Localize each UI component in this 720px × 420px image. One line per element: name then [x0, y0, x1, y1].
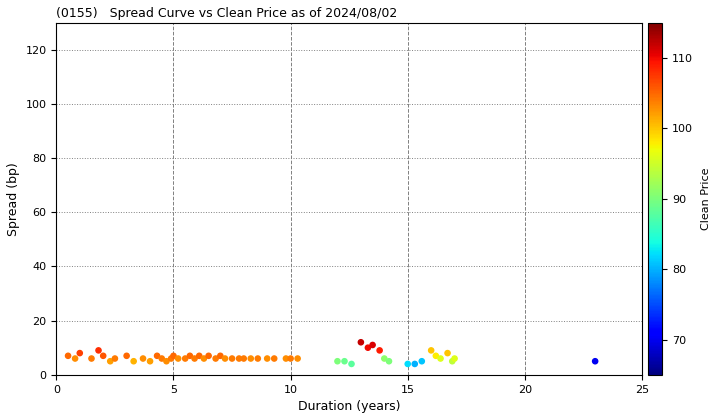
- Point: [374, 347, 385, 354]
- Point: [590, 358, 601, 365]
- Point: [198, 355, 210, 362]
- Point: [97, 352, 109, 359]
- Point: [203, 352, 215, 359]
- Point: [416, 358, 428, 365]
- Point: [210, 355, 222, 362]
- Point: [346, 361, 357, 368]
- Point: [220, 355, 231, 362]
- Point: [194, 352, 205, 359]
- Point: [245, 355, 256, 362]
- Point: [402, 361, 413, 368]
- Point: [121, 352, 132, 359]
- Point: [63, 352, 74, 359]
- Point: [86, 355, 97, 362]
- Point: [269, 355, 280, 362]
- Point: [151, 352, 163, 359]
- Point: [226, 355, 238, 362]
- Point: [104, 358, 116, 365]
- Point: [285, 355, 297, 362]
- Point: [184, 352, 196, 359]
- Point: [252, 355, 264, 362]
- Point: [435, 355, 446, 362]
- Point: [93, 347, 104, 354]
- Point: [128, 358, 140, 365]
- Point: [442, 350, 454, 357]
- Text: (0155)   Spread Curve vs Clean Price as of 2024/08/02: (0155) Spread Curve vs Clean Price as of…: [56, 7, 397, 20]
- Point: [280, 355, 292, 362]
- Point: [379, 355, 390, 362]
- Y-axis label: Clean Price: Clean Price: [701, 168, 711, 230]
- Point: [161, 358, 172, 365]
- Point: [355, 339, 366, 346]
- Point: [338, 358, 350, 365]
- Point: [233, 355, 245, 362]
- X-axis label: Duration (years): Duration (years): [298, 400, 400, 413]
- Point: [383, 358, 395, 365]
- Point: [189, 355, 200, 362]
- Point: [166, 355, 177, 362]
- Point: [168, 352, 179, 359]
- Point: [69, 355, 81, 362]
- Point: [446, 358, 458, 365]
- Point: [332, 358, 343, 365]
- Point: [409, 361, 420, 368]
- Point: [426, 347, 437, 354]
- Point: [362, 344, 374, 351]
- Point: [292, 355, 303, 362]
- Point: [172, 355, 184, 362]
- Point: [109, 355, 121, 362]
- Point: [156, 355, 168, 362]
- Point: [144, 358, 156, 365]
- Y-axis label: Spread (bp): Spread (bp): [7, 162, 20, 236]
- Point: [215, 352, 226, 359]
- Point: [449, 355, 460, 362]
- Point: [261, 355, 273, 362]
- Point: [238, 355, 250, 362]
- Point: [179, 355, 191, 362]
- Point: [74, 350, 86, 357]
- Point: [366, 341, 378, 348]
- Point: [430, 352, 441, 359]
- Point: [138, 355, 149, 362]
